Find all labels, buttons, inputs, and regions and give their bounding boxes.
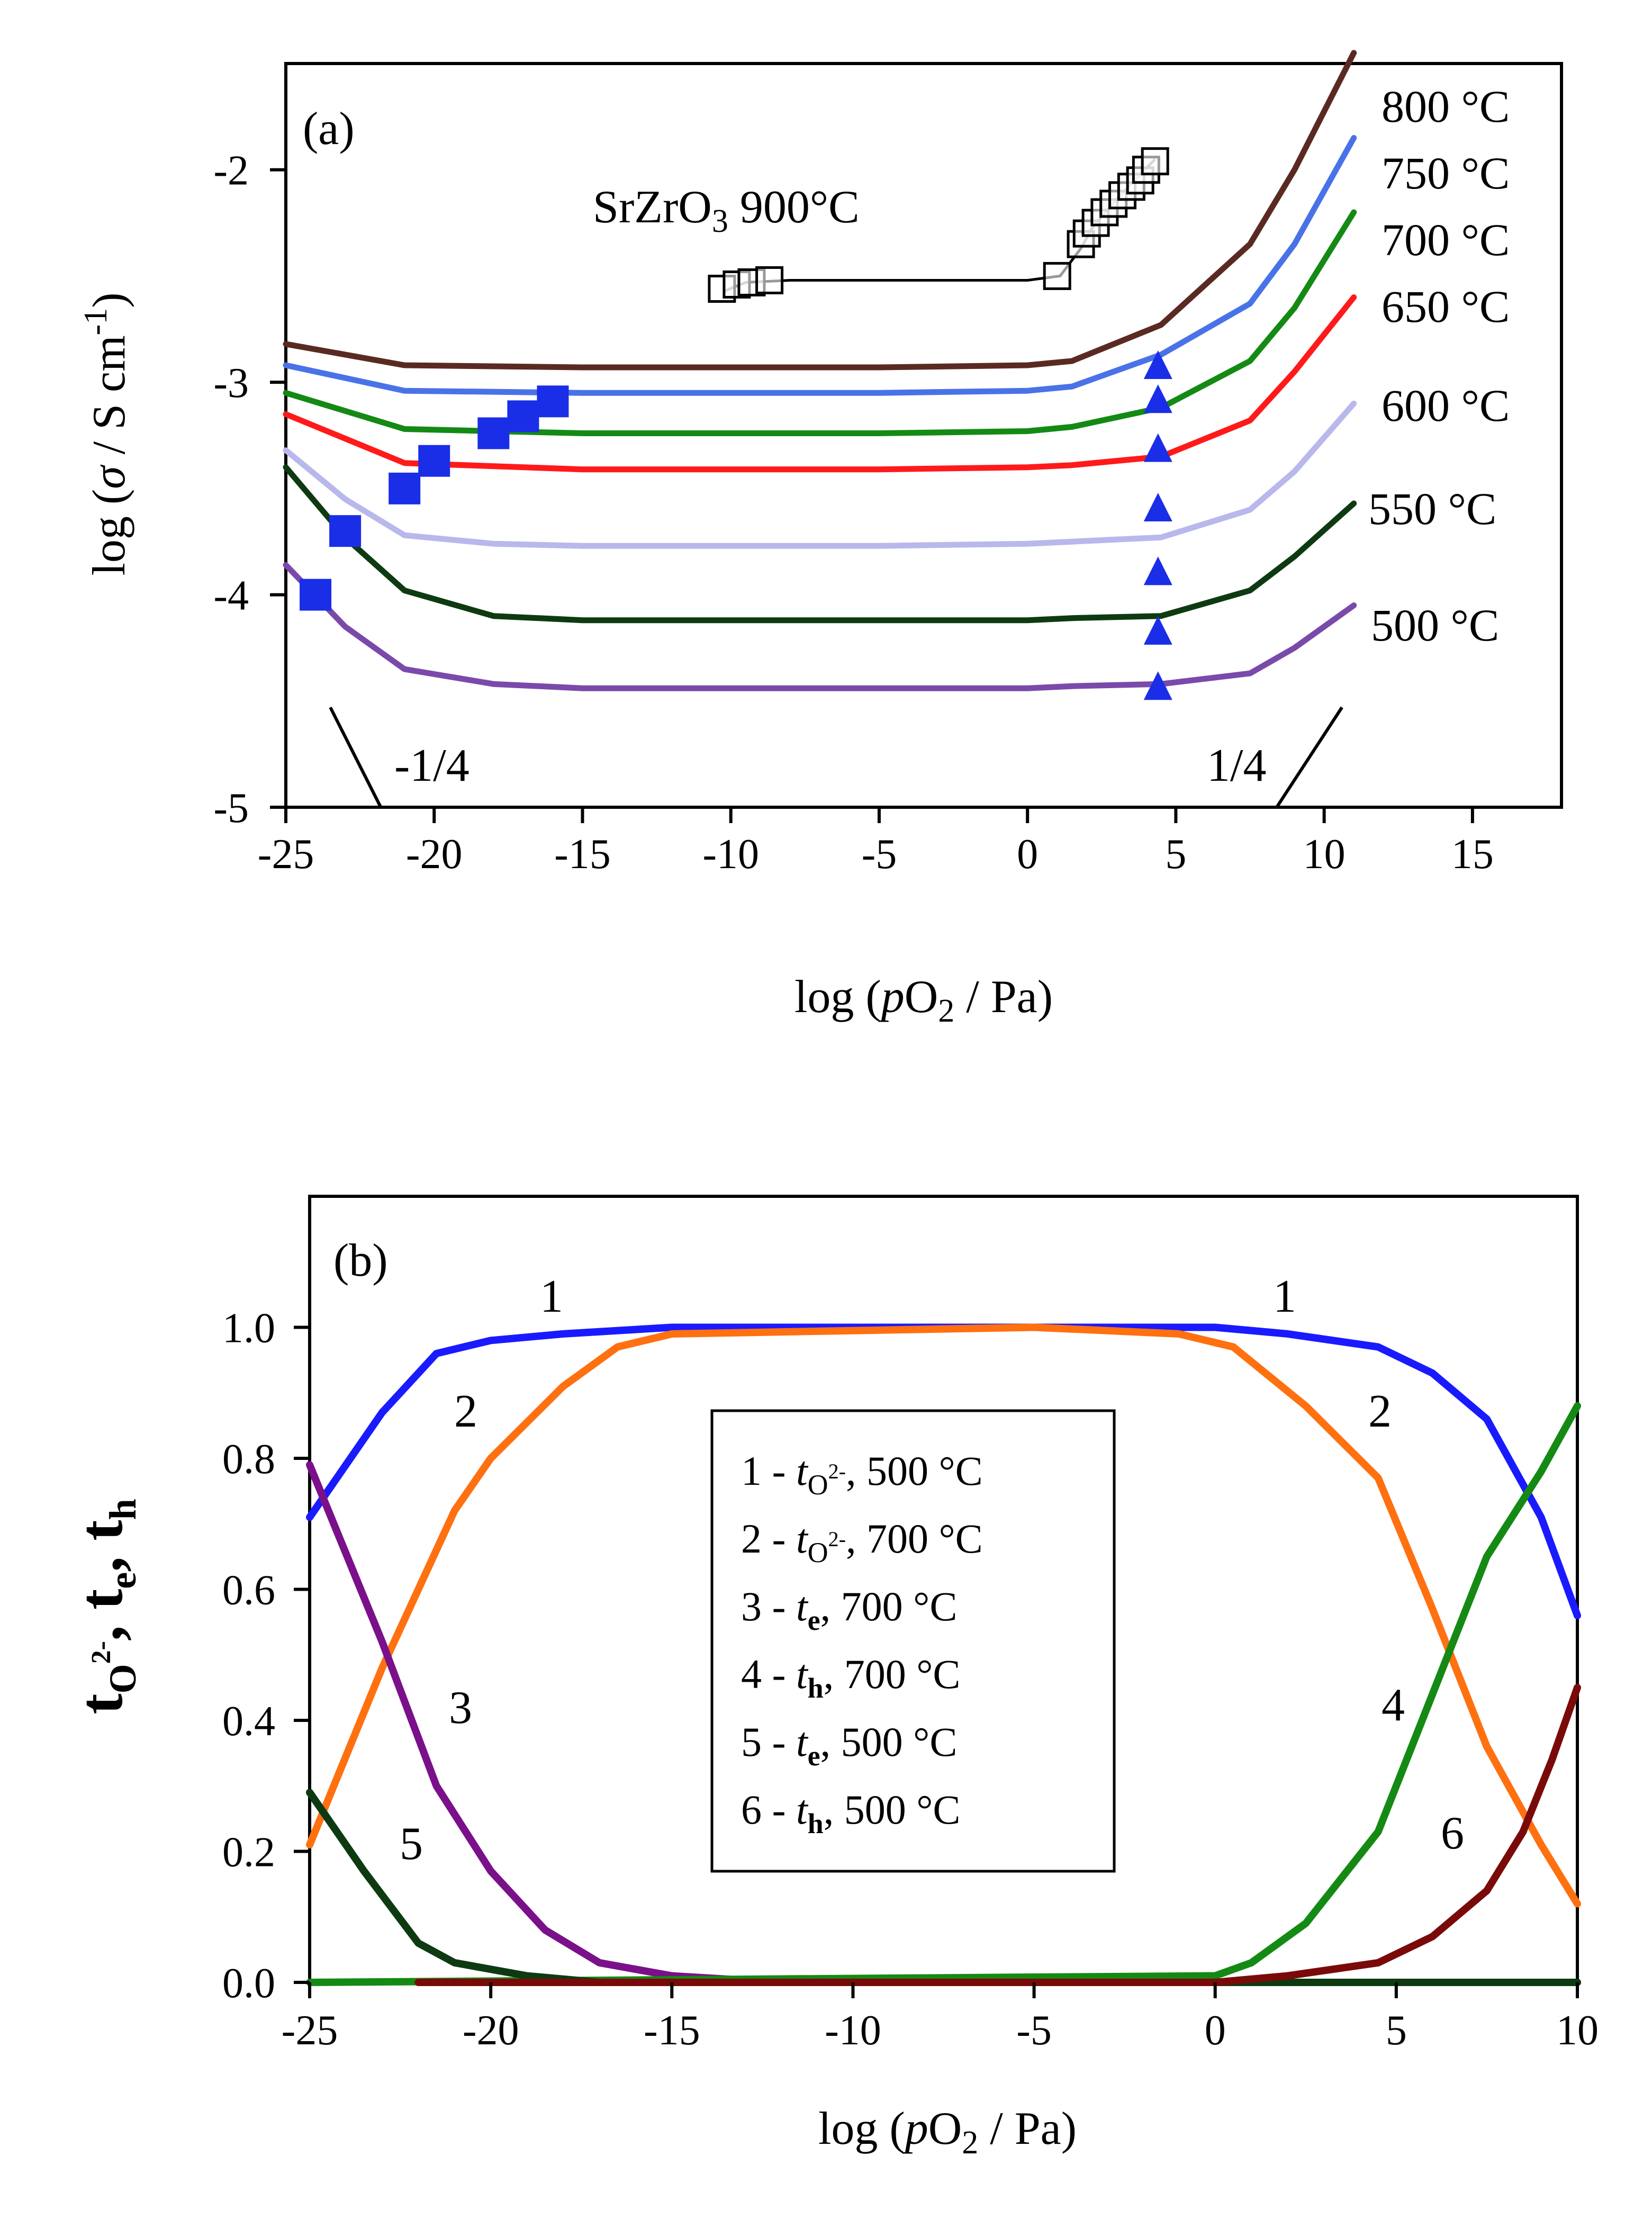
series-label-650: 650 °C	[1382, 281, 1510, 332]
series-line-4	[306, 1402, 1581, 1986]
series-line-1	[283, 50, 1357, 371]
series-line-6	[283, 464, 1357, 624]
blue-triangle-marker	[1143, 433, 1172, 462]
series-line-6	[414, 1684, 1581, 1986]
x-tick-label: -25	[282, 2007, 338, 2054]
blue-square-marker	[300, 579, 332, 611]
x-tick-label: -5	[1016, 2007, 1052, 2054]
y-tick-label: 0.4	[222, 1698, 275, 1745]
legend: 1 - tO2-, 500 °C 2 - tO2-, 700 °C 3 - te, …	[710, 1409, 1116, 1873]
x-tick-label: 0	[1017, 831, 1038, 878]
y-tick-label: 0.6	[222, 1567, 275, 1614]
slope-pos-line	[1275, 706, 1343, 808]
series-line-2	[306, 1323, 1581, 1908]
blue-square-marker	[329, 515, 362, 547]
x-tick-label: -10	[702, 831, 759, 878]
x-tick-label: -20	[463, 2007, 519, 2054]
x-axis-label-a: log (pO2 / Pa)	[795, 971, 1053, 1029]
series-label-700: 700 °C	[1382, 214, 1510, 265]
blue-square-marker	[507, 400, 539, 432]
x-tick-label: -20	[406, 831, 463, 878]
series-line-1	[306, 1323, 1581, 1619]
series-label-750: 750 °C	[1382, 148, 1510, 199]
srzro3-marker	[755, 266, 784, 294]
blue-square-marker	[418, 445, 450, 477]
blue-triangle-marker	[1143, 671, 1172, 700]
srzro3-marker	[1141, 147, 1169, 176]
y-tick-label: -4	[213, 573, 249, 619]
axes-a: -25 -20 -15 -10 -5 0 5 10 15 -5 -4 -3 -2	[213, 148, 1494, 878]
legend-entry-6: 6 - th, 500 °C	[741, 1787, 960, 1839]
x-tick-label: -10	[825, 2007, 881, 2054]
series-line-2	[283, 135, 1357, 396]
series-line-7	[283, 562, 1357, 691]
slope-neg-line	[329, 706, 383, 808]
x-tick-label: -5	[862, 831, 897, 878]
legend-entry-3: 3 - te, 700 °C	[741, 1583, 957, 1636]
series-line-5	[283, 400, 1357, 549]
panel-a-label: (a)	[303, 103, 355, 155]
series-line-3	[283, 209, 1357, 436]
chart-b: -25 -20 -15 -10 -5 0 5 10 0.0 0.2 0.4 0.6 0.8 1.0 (b)…	[66, 1195, 1599, 2161]
y-tick-label: 0.0	[222, 1960, 275, 2007]
legend-entry-4: 4 - th, 700 °C	[741, 1651, 960, 1704]
y-tick-label: -5	[213, 785, 249, 832]
series-group-b	[306, 1323, 1581, 1986]
srzro3-label: SrZrO3 900°C	[593, 182, 860, 239]
blue-square-marker	[477, 417, 510, 449]
slope-neg-label: -1/4	[394, 740, 470, 791]
x-tick-label: -15	[644, 2007, 700, 2054]
legend-box	[710, 1409, 1116, 1873]
y-tick-label: -2	[213, 148, 249, 194]
x-tick-label: 5	[1165, 831, 1186, 878]
blue-square-marker	[389, 472, 421, 504]
x-tick-label: 10	[1303, 831, 1346, 878]
srzro3-marker	[1043, 261, 1071, 290]
curve-label-4: 4	[1382, 1680, 1405, 1731]
legend-entry-2: 2 - tO2-, 700 °C	[741, 1516, 983, 1568]
curve-label-1-right: 1	[1273, 1271, 1296, 1322]
series-label-800: 800 °C	[1382, 81, 1510, 132]
curve-label-1-left: 1	[540, 1271, 563, 1322]
blue-square-marker	[537, 385, 569, 418]
curve-label-3: 3	[449, 1682, 472, 1734]
plot-frame-a	[284, 62, 1563, 809]
panel-b-label: (b)	[333, 1235, 388, 1286]
curve-label-2-left: 2	[454, 1386, 477, 1437]
y-tick-label: 0.2	[222, 1829, 275, 1876]
x-tick-label: -25	[258, 831, 314, 878]
curve-label-5: 5	[400, 1818, 423, 1870]
x-tick-label: -15	[554, 831, 611, 878]
curve-label-2-right: 2	[1368, 1386, 1392, 1437]
y-tick-label: 0.8	[222, 1436, 275, 1483]
legend-entry-5: 5 - te, 500 °C	[741, 1719, 957, 1772]
legend-entry-1: 1 - tO2-, 500 °C	[741, 1448, 983, 1501]
blue-triangle-marker	[1143, 556, 1172, 585]
axes-b: -25 -20 -15 -10 -5 0 5 10 0.0 0.2 0.4 0.6 0.8 1.0	[222, 1305, 1599, 2054]
y-axis-label-a: log (σ / S cm-1)	[78, 292, 135, 575]
series-group-a	[283, 50, 1357, 691]
x-tick-label: 15	[1451, 831, 1494, 878]
x-tick-label: 5	[1386, 2007, 1407, 2054]
series-label-500: 500 °C	[1371, 600, 1499, 651]
y-tick-label: 1.0	[222, 1305, 275, 1352]
curve-label-6: 6	[1441, 1808, 1464, 1859]
blue-triangle-marker	[1143, 616, 1172, 645]
y-axis-label-b: tO2-, te, th	[66, 1499, 144, 1714]
x-tick-label: 10	[1556, 2007, 1599, 2054]
slope-pos-label: 1/4	[1207, 740, 1266, 791]
blue-triangle-marker	[1143, 493, 1172, 521]
series-line-4	[283, 294, 1357, 473]
annotation-group-a	[300, 147, 1343, 808]
x-tick-label: 0	[1205, 2007, 1226, 2054]
blue-triangle-marker	[1143, 350, 1172, 380]
x-axis-label-b: log (pO2 / Pa)	[818, 2103, 1077, 2161]
chart-a: -25 -20 -15 -10 -5 0 5 10 15 -5 -4 -3 -2 (a) SrZrO3 …	[78, 50, 1563, 1029]
series-label-550: 550 °C	[1368, 483, 1496, 534]
y-tick-label: -3	[213, 360, 249, 407]
series-label-600: 600 °C	[1382, 380, 1510, 431]
blue-triangle-marker	[1143, 384, 1172, 413]
